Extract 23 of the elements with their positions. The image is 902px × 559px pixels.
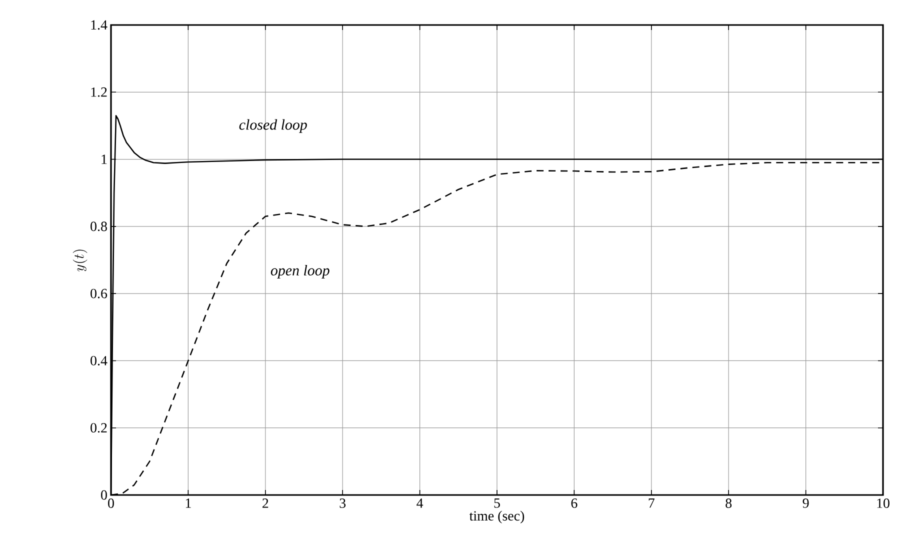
x-tick-label: 9: [802, 498, 809, 508]
y-tick-label: 0.2: [90, 423, 107, 433]
y-tick-label: 0: [101, 490, 107, 500]
x-tick-label: 3: [340, 498, 346, 508]
x-tick-label: 7: [648, 498, 654, 508]
y-tick-label: 0.4: [90, 356, 108, 366]
x-tick-label: 8: [726, 498, 732, 508]
y-tick-label: 1: [102, 154, 107, 164]
x-tick-label: 1: [186, 498, 191, 508]
x-tick-label: 5: [494, 498, 500, 508]
x-axis-title: time (sec): [469, 510, 524, 524]
x-tick-label: 4: [416, 498, 424, 508]
y-axis-title: $y(t)$: [72, 250, 88, 272]
y-tick-label: 1.4: [91, 20, 108, 30]
y-tick-label: 0.6: [90, 288, 108, 298]
x-tick-label: 0: [108, 498, 114, 508]
x-tick-label: 2: [262, 498, 268, 508]
annotation: open loop: [270, 264, 330, 279]
y-tick-label: 1.2: [91, 87, 107, 97]
x-tick-label: 10: [877, 498, 890, 508]
y-tick-label: 0.8: [90, 222, 107, 232]
annotation: closed loop: [239, 119, 307, 133]
x-tick-label: 6: [571, 498, 578, 508]
